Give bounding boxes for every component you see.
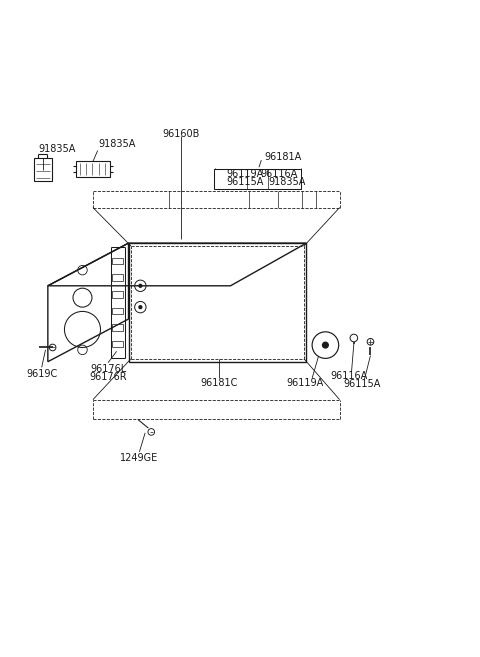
Text: 96181C: 96181C — [200, 378, 237, 388]
Text: 1249GE: 1249GE — [120, 453, 158, 463]
Text: 96115A: 96115A — [344, 380, 381, 390]
Bar — [34, 158, 52, 181]
Bar — [112, 307, 123, 314]
Circle shape — [139, 306, 142, 309]
Text: 96119A: 96119A — [287, 378, 324, 388]
Bar — [76, 162, 109, 177]
Text: 96176L: 96176L — [90, 364, 126, 374]
Text: 91835A: 91835A — [269, 177, 306, 187]
Text: 9619C: 9619C — [26, 369, 57, 378]
Bar — [112, 291, 123, 298]
Text: 91835A: 91835A — [98, 139, 135, 149]
Bar — [112, 325, 123, 331]
Text: 96116A: 96116A — [331, 371, 368, 381]
Bar — [112, 258, 123, 265]
Text: 96176R: 96176R — [89, 373, 127, 382]
Text: 96115A: 96115A — [226, 177, 264, 187]
Circle shape — [139, 284, 142, 287]
Circle shape — [323, 342, 328, 348]
Text: 91835A: 91835A — [39, 144, 76, 154]
Text: 96181A: 96181A — [264, 152, 301, 162]
Text: 96119A: 96119A — [226, 169, 264, 179]
Bar — [214, 169, 301, 189]
Bar — [112, 275, 123, 281]
Text: 96116A: 96116A — [261, 169, 298, 179]
Bar — [112, 341, 123, 348]
Text: 96160B: 96160B — [162, 129, 199, 139]
